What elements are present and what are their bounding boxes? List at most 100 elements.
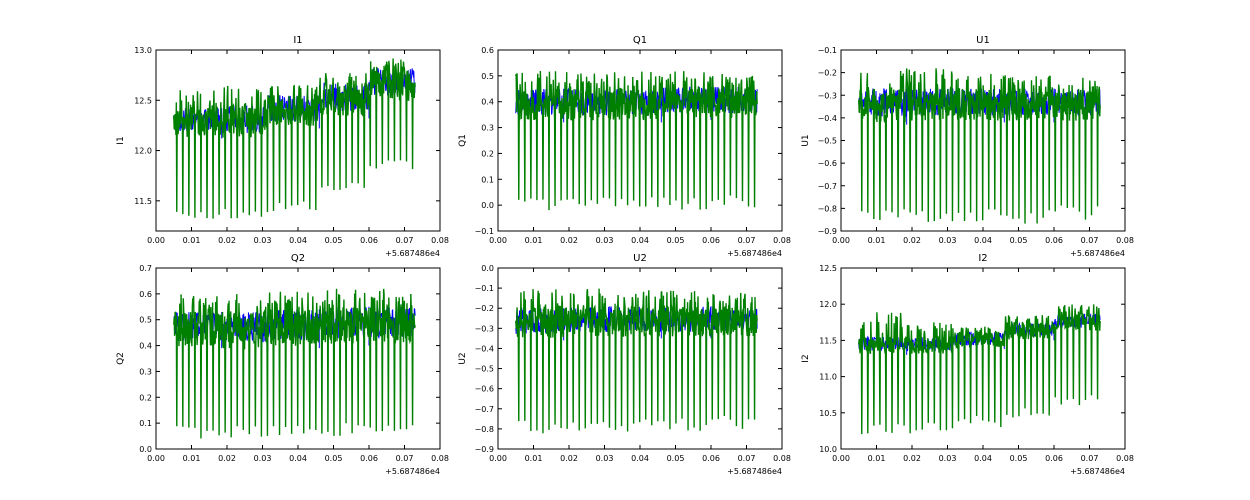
y-tick-label: −0.7	[818, 182, 837, 191]
series-green-line	[173, 58, 416, 219]
x-tick-label: 0.08	[773, 454, 791, 463]
panel-title: U2	[633, 253, 647, 264]
y-tick-label: −0.1	[475, 227, 494, 236]
panel-i1: 0.00 0.01 0.02 0.03 0.04 0.05 0.06 0.07 0.08 11.5…	[116, 35, 449, 258]
y-tick-label: 12.0	[819, 300, 837, 309]
y-axis-label: U2	[458, 352, 468, 364]
x-offset-label: +5.687486e4	[385, 467, 440, 476]
y-tick-label: −0.9	[818, 227, 837, 236]
y-axis-label: I2	[801, 354, 811, 362]
x-tick-label: 0.06	[1045, 454, 1063, 463]
panel-title: Q2	[291, 253, 305, 264]
y-tick-label: 0.7	[139, 264, 152, 273]
x-tick-label: 0.08	[431, 454, 449, 463]
y-tick-label: −0.1	[475, 284, 494, 293]
x-tick-label: 0.00	[832, 236, 850, 245]
x-tick-label: 0.06	[702, 454, 720, 463]
x-tick-label: 0.05	[1010, 454, 1028, 463]
x-tick-label: 0.02	[903, 236, 921, 245]
x-tick-label: 0.06	[360, 236, 378, 245]
x-tick-label: 0.00	[147, 236, 165, 245]
x-tick-label: 0.08	[1116, 454, 1134, 463]
series-green-line	[858, 68, 1101, 224]
x-offset-label: +5.687486e4	[727, 249, 782, 258]
x-offset-label: +5.687486e4	[1070, 467, 1125, 476]
y-tick-label: 0.0	[139, 445, 152, 454]
x-tick-label: 0.00	[489, 236, 507, 245]
plot-area	[515, 288, 758, 434]
y-tick-label: 0.3	[139, 367, 152, 376]
y-tick-label: −0.7	[475, 405, 494, 414]
series-green-line	[173, 288, 416, 439]
x-tick-label: 0.04	[289, 236, 307, 245]
x-tick-label: 0.00	[489, 454, 507, 463]
x-tick-label: 0.03	[596, 236, 614, 245]
x-tick-label: 0.06	[702, 236, 720, 245]
x-tick-label: 0.07	[738, 236, 756, 245]
y-tick-label: 0.2	[139, 393, 152, 402]
series-green-line	[515, 288, 758, 434]
x-tick-label: 0.02	[560, 454, 578, 463]
y-tick-label: 0.5	[481, 72, 494, 81]
x-tick-label: 0.01	[525, 454, 543, 463]
y-tick-label: 0.5	[139, 316, 152, 325]
x-tick-label: 0.02	[560, 236, 578, 245]
y-tick-label: 10.0	[819, 445, 837, 454]
plot-area	[173, 58, 416, 219]
x-tick-label: 0.01	[868, 236, 886, 245]
y-tick-label: 12.5	[819, 264, 837, 273]
x-tick-label: 0.07	[396, 454, 414, 463]
panel-u1: 0.00 0.01 0.02 0.03 0.04 0.05 0.06 0.07 0.08 −0.9…	[801, 35, 1134, 258]
series-green-line	[858, 304, 1101, 435]
x-tick-label: 0.04	[631, 236, 649, 245]
x-tick-label: 0.06	[360, 454, 378, 463]
x-tick-label: 0.08	[1116, 236, 1134, 245]
x-tick-label: 0.08	[431, 236, 449, 245]
x-tick-label: 0.03	[939, 454, 957, 463]
y-axis-label: Q2	[116, 352, 126, 365]
x-tick-label: 0.00	[832, 454, 850, 463]
x-tick-label: 0.05	[667, 236, 685, 245]
y-axis-label: I1	[116, 136, 126, 144]
x-offset-label: +5.687486e4	[1070, 249, 1125, 258]
x-tick-label: 0.04	[631, 454, 649, 463]
plot-area	[858, 68, 1101, 224]
x-tick-label: 0.07	[1081, 236, 1099, 245]
x-tick-label: 0.03	[254, 236, 272, 245]
y-tick-label: −0.2	[475, 304, 494, 313]
y-axis-label: U1	[801, 134, 811, 146]
y-tick-label: 12.5	[134, 96, 152, 105]
x-tick-label: 0.07	[396, 236, 414, 245]
y-tick-label: −0.5	[475, 365, 494, 374]
panel-title: U1	[976, 35, 990, 46]
y-tick-label: −0.8	[475, 425, 494, 434]
y-axis-label: Q1	[458, 134, 468, 147]
y-tick-label: 11.5	[819, 336, 837, 345]
y-tick-label: −0.8	[818, 204, 837, 213]
y-tick-label: −0.9	[475, 445, 494, 454]
x-tick-label: 0.07	[1081, 454, 1099, 463]
x-tick-label: 0.02	[903, 454, 921, 463]
x-tick-label: 0.01	[183, 236, 201, 245]
x-tick-label: 0.05	[325, 454, 343, 463]
x-tick-label: 0.00	[147, 454, 165, 463]
x-tick-label: 0.02	[218, 236, 236, 245]
y-tick-label: 0.1	[481, 175, 494, 184]
x-tick-label: 0.04	[974, 454, 992, 463]
panel-i2: 0.00 0.01 0.02 0.03 0.04 0.05 0.06 0.07 0.08 10.0…	[801, 253, 1134, 476]
x-tick-label: 0.01	[525, 236, 543, 245]
x-tick-label: 0.04	[289, 454, 307, 463]
y-tick-label: −0.4	[818, 114, 837, 123]
x-tick-label: 0.03	[596, 454, 614, 463]
y-tick-label: 0.0	[481, 201, 494, 210]
y-tick-label: 12.0	[134, 147, 152, 156]
x-tick-label: 0.05	[667, 454, 685, 463]
x-tick-label: 0.01	[868, 454, 886, 463]
panel-q2: 0.00 0.01 0.02 0.03 0.04 0.05 0.06 0.07 0.08 0.0 0…	[116, 253, 449, 476]
x-tick-label: 0.03	[254, 454, 272, 463]
y-tick-label: 0.4	[139, 342, 152, 351]
x-tick-label: 0.08	[773, 236, 791, 245]
y-tick-label: 11.0	[819, 373, 837, 382]
x-tick-label: 0.05	[1010, 236, 1028, 245]
